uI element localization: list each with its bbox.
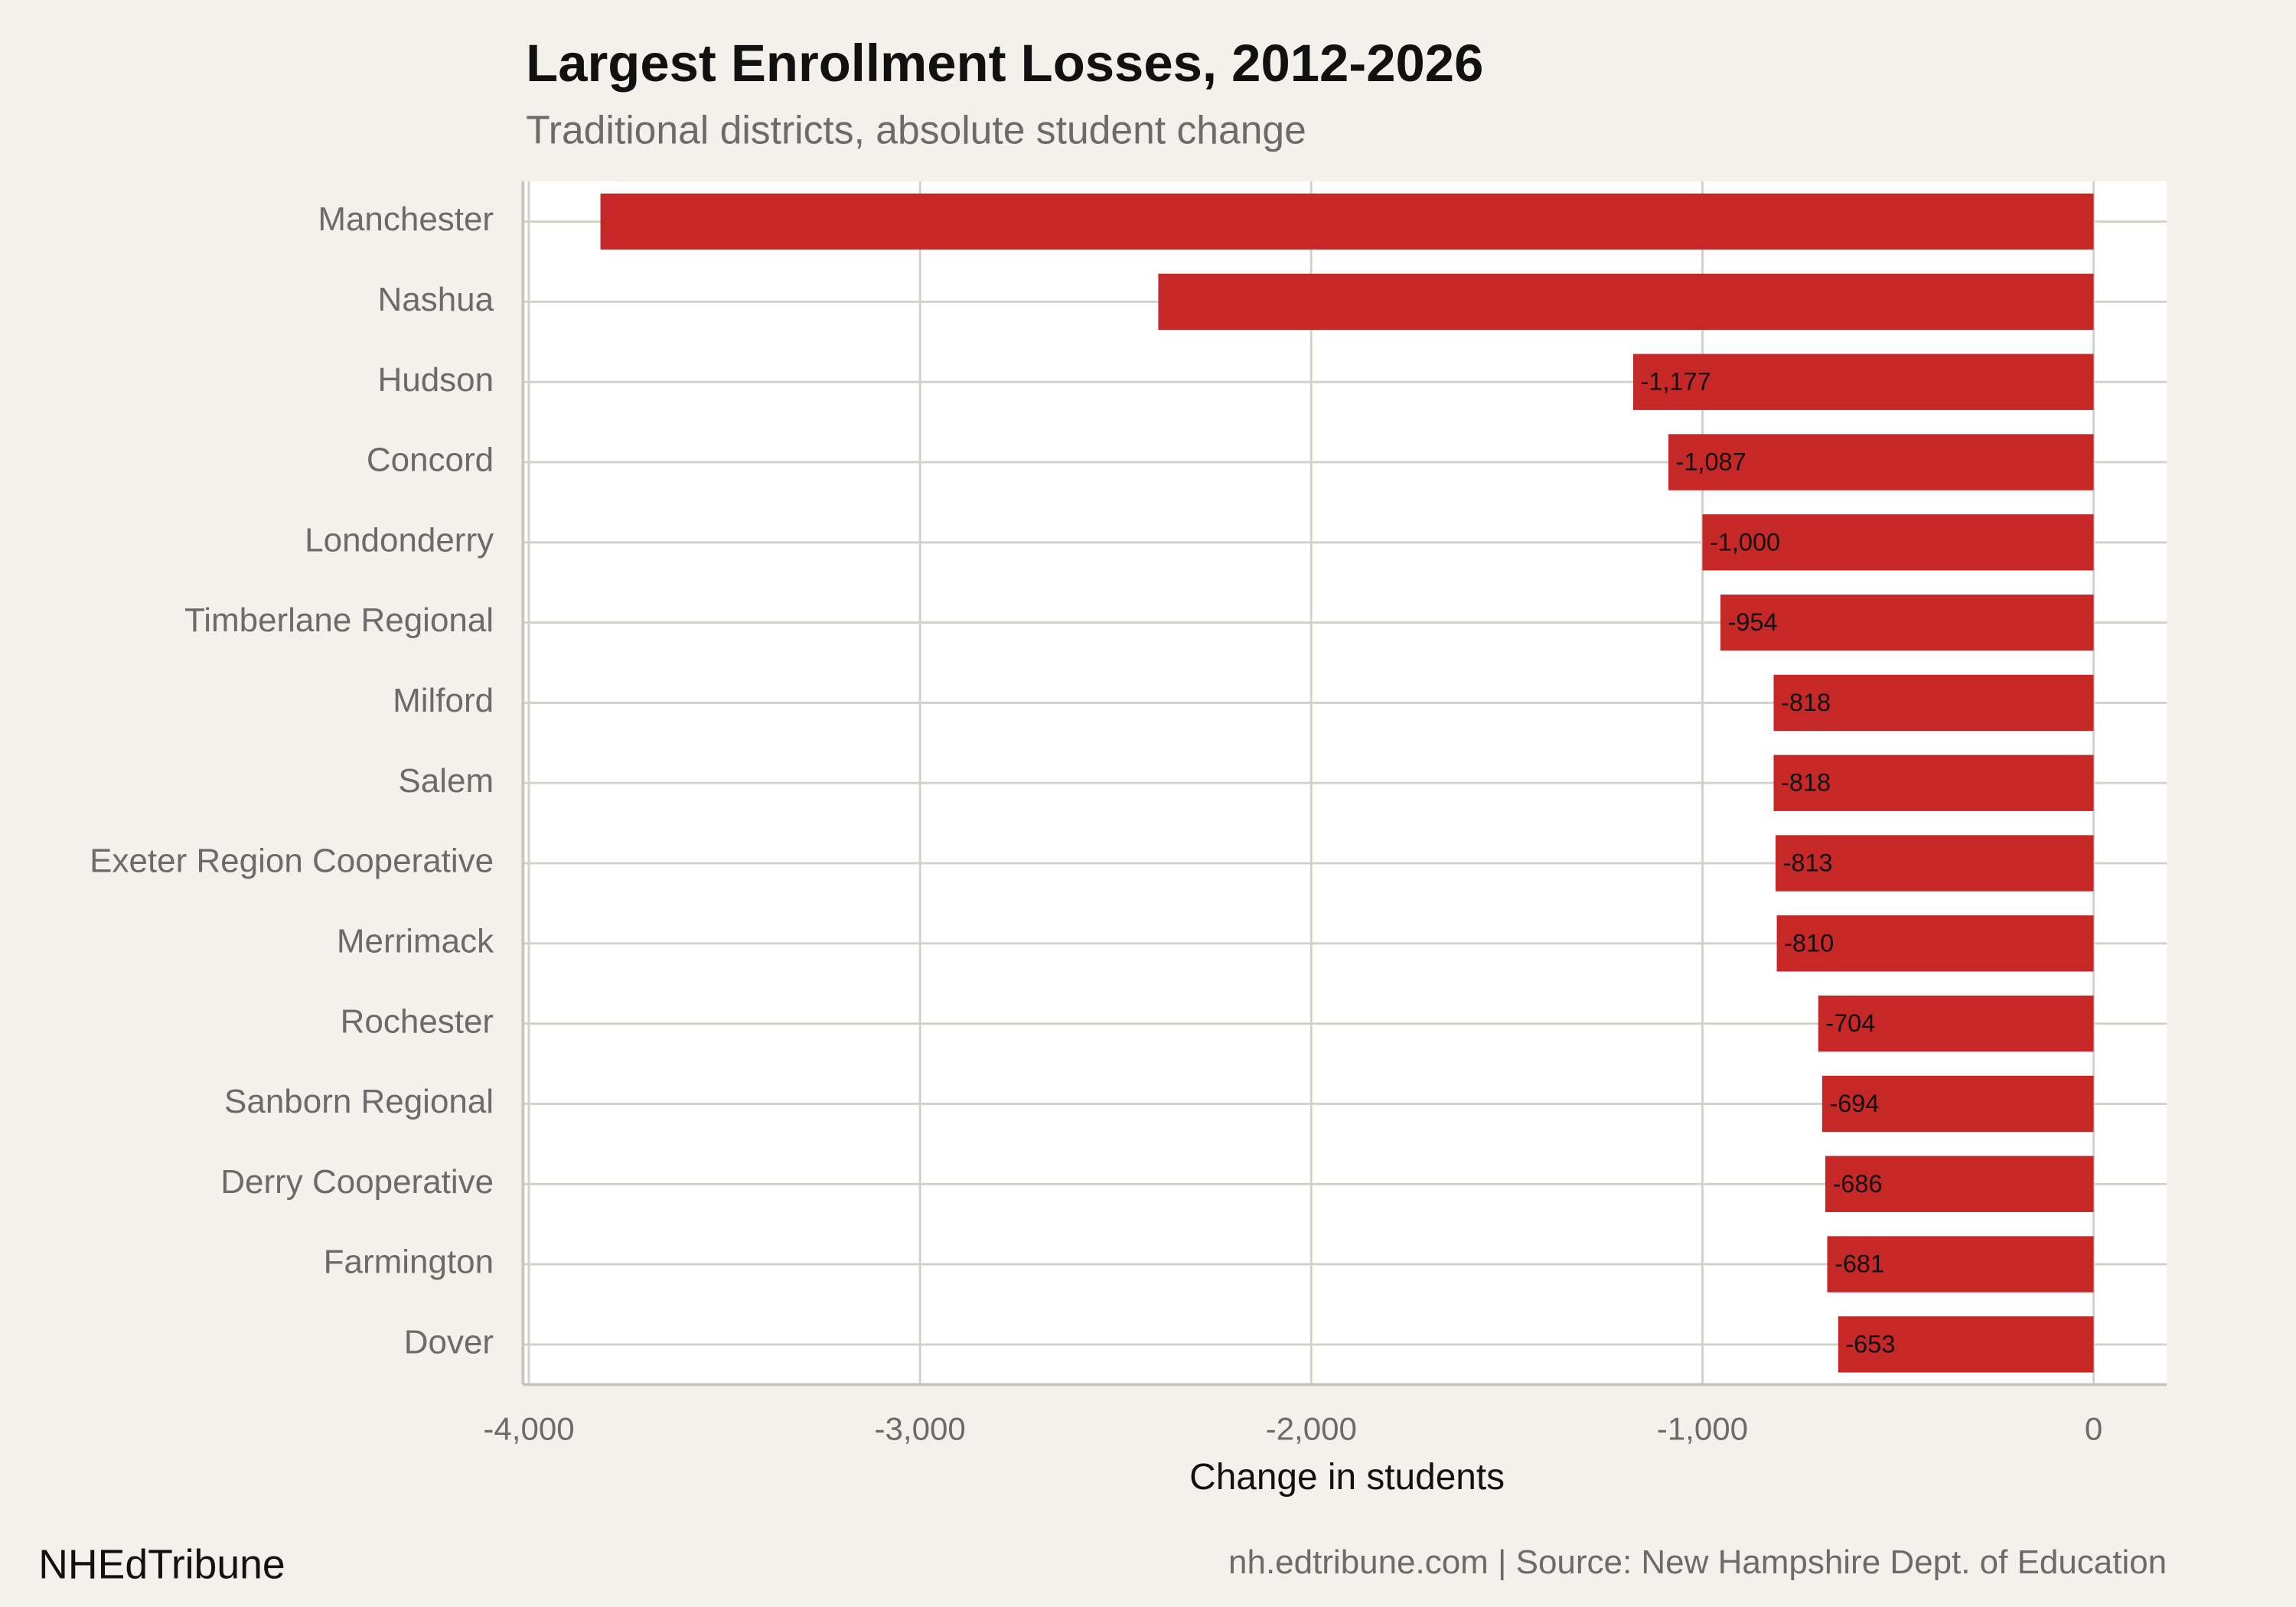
value-label: -653	[1845, 1330, 1895, 1358]
value-label: -704	[1825, 1009, 1875, 1037]
value-label: -1,087	[1676, 448, 1746, 475]
brand: NHEdTribune	[38, 1543, 285, 1588]
y-tick-label: Salem	[398, 762, 494, 800]
y-tick-label: Farmington	[324, 1244, 494, 1281]
value-label: -954	[1727, 608, 1777, 636]
y-tick-label: Exeter Region Cooperative	[90, 843, 494, 880]
bar	[1773, 755, 2094, 811]
x-tick-label: -4,000	[483, 1411, 574, 1447]
source-note: nh.edtribune.com | Source: New Hampshire…	[1228, 1543, 2167, 1581]
bar	[1818, 995, 2094, 1052]
bar	[1776, 915, 2094, 972]
bar	[1825, 1156, 2094, 1212]
value-label: -1,000	[1710, 528, 1780, 556]
bar	[1827, 1236, 2094, 1292]
value-label: -681	[1835, 1250, 1884, 1278]
bar	[1838, 1316, 2094, 1373]
bar	[1773, 674, 2094, 732]
bar	[1720, 594, 2094, 651]
y-tick-label: Londonderry	[305, 521, 494, 559]
value-label: -810	[1784, 929, 1834, 957]
value-label: -818	[1781, 769, 1831, 797]
value-label: -813	[1783, 849, 1833, 877]
y-tick-label: Sanborn Regional	[224, 1083, 494, 1120]
y-tick-label: Dover	[404, 1324, 494, 1361]
bar	[1668, 434, 2094, 491]
marks: -1,177 -1,087 -1,000 -954 -818 -818 -813 -810 -7…	[600, 193, 2094, 1373]
value-label: -694	[1829, 1090, 1879, 1117]
x-axis-title: Change in students	[1189, 1457, 1505, 1498]
bar	[600, 193, 2094, 250]
y-tick-label: Merrimack	[337, 922, 494, 960]
x-tick-label: -1,000	[1657, 1411, 1748, 1447]
y-tick-label: Hudson	[378, 361, 494, 399]
x-tick-label: -3,000	[875, 1411, 966, 1447]
bar	[1158, 273, 2094, 331]
bar	[1632, 354, 2094, 410]
y-tick-label: Concord	[367, 442, 494, 479]
value-label: -686	[1832, 1170, 1882, 1198]
chart-title: Largest Enrollment Losses, 2012-2026	[526, 34, 1483, 93]
bar	[1821, 1075, 2094, 1133]
bar	[1776, 835, 2094, 892]
y-tick-label: Milford	[393, 682, 494, 719]
bar	[1702, 514, 2094, 571]
y-tick-label: Rochester	[341, 1002, 494, 1040]
chart-subtitle: Traditional districts, absolute student …	[526, 108, 1306, 152]
value-label: -1,177	[1641, 368, 1711, 396]
y-tick-label: Nashua	[378, 281, 494, 318]
y-tick-label: Manchester	[318, 200, 494, 238]
x-tick-label: 0	[2085, 1411, 2102, 1447]
value-label: -818	[1781, 689, 1831, 716]
y-tick-label: Timberlane Regional	[184, 601, 494, 639]
y-tick-label: Derry Cooperative	[220, 1163, 494, 1201]
x-tick-label: -2,000	[1266, 1411, 1357, 1447]
